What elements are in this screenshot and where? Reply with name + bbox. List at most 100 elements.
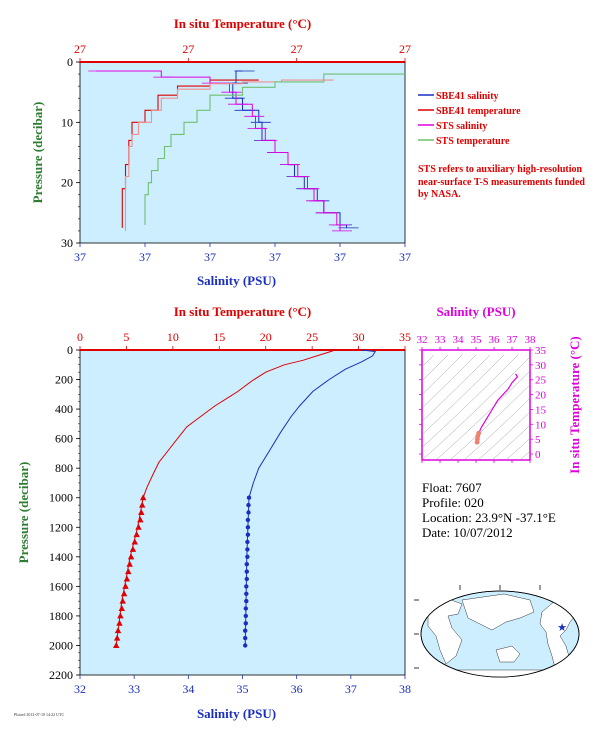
near-surface-top-tick-label: 27	[291, 42, 303, 56]
near-surface-bottom-tick-label: 37	[204, 250, 216, 264]
salinity-marker	[244, 576, 249, 582]
ts-x-tick-label: 34	[453, 334, 465, 346]
density-contour	[449, 384, 530, 460]
density-contour	[422, 356, 530, 460]
ts-diagram-panel: 32 33 34 35 36 37 38 0 5 10 15 20 25 30 35 Salinity (PS…	[417, 304, 583, 474]
legend-label: SBE41 temperature	[436, 106, 521, 117]
full-profile-top-tick-label: 15	[213, 330, 225, 344]
salinity-marker	[243, 606, 248, 611]
salinity-marker	[243, 628, 248, 633]
density-contour	[477, 411, 530, 460]
full-profile-y-tick-label: 1200	[49, 520, 73, 534]
full-profile-y-tick-label: 200	[55, 373, 73, 387]
full-profile-top-tick-label: 5	[123, 330, 129, 344]
salinity-marker	[244, 569, 249, 574]
temperature-marker	[118, 605, 125, 612]
full-profile-bottom-tick-label: 34	[182, 682, 194, 696]
float-location-marker: ★	[557, 622, 567, 634]
ts-y-tick-label: 20	[535, 390, 547, 402]
salinity-marker	[245, 525, 251, 530]
temperature-marker	[113, 634, 121, 641]
density-contour	[491, 424, 530, 460]
full-profile-bottom-tick-label: 36	[291, 682, 303, 696]
near-surface-top-tick-label: 27	[182, 42, 194, 56]
salinity-marker	[244, 598, 249, 604]
near-surface-y-tick-label: 10	[61, 115, 73, 129]
full-profile-bottom-tick-label: 32	[74, 682, 86, 696]
full-profile-top-axis-label: In situ Temperature (°C)	[174, 304, 312, 319]
ts-x-axis-label: Salinity (PSU)	[436, 304, 515, 319]
ts-x-tick-label: 35	[471, 334, 483, 346]
near-surface-bottom-tick-label: 37	[74, 250, 86, 264]
salinity-marker	[245, 539, 250, 545]
ts-y-tick-label: 25	[535, 375, 547, 387]
full-profile-y-tick-label: 800	[55, 461, 73, 475]
full-profile-y-tick-label: 2000	[49, 638, 73, 652]
full-profile-panel: 0200400600800100012001400160018002000220…	[16, 304, 411, 721]
ts-y-tick-label: 10	[535, 419, 547, 431]
plot-credit: Plotted 2012-07-10 14:22 UTC	[14, 712, 65, 717]
salinity-marker	[245, 517, 251, 523]
temperature-marker	[117, 612, 124, 619]
near-surface-bottom-tick-label: 37	[334, 250, 346, 264]
ts-y-tick-label: 35	[535, 345, 547, 357]
full-profile-y-axis-label: Pressure (decibar)	[16, 462, 31, 564]
density-contour	[463, 398, 530, 460]
map-land-australia	[495, 645, 521, 663]
full-profile-bottom-tick-label: 37	[345, 682, 357, 696]
full-profile-y-tick-label: 400	[55, 402, 73, 416]
float-id: Float: 7607	[422, 480, 482, 495]
density-contour	[422, 354, 519, 448]
full-profile-bottom-tick-label: 35	[237, 682, 249, 696]
float-location: Location: 23.9°N -37.1°E	[422, 510, 556, 525]
full-profile-plot-area	[79, 349, 406, 676]
full-profile-y-tick-label: 600	[55, 432, 73, 446]
temperature-marker	[126, 560, 133, 567]
salinity-marker	[246, 502, 251, 508]
salinity-marker	[244, 584, 249, 589]
map-land-africa-europe	[427, 597, 463, 665]
temperature-marker	[135, 523, 142, 530]
ts-y-axis-label: In situ Temperature (°C)	[567, 336, 582, 474]
ts-y-tick-label: 5	[535, 434, 541, 446]
sts-note: STS refers to auxiliary high-resolution …	[418, 164, 585, 200]
near-surface-top-tick-label: 27	[399, 42, 411, 56]
near-surface-y-tick-label: 20	[61, 176, 73, 190]
near-surface-y-tick-label: 0	[67, 55, 73, 69]
ts-x-tick-label: 36	[489, 334, 501, 346]
full-profile-y-tick-label: 1400	[49, 550, 73, 564]
salinity-marker	[245, 532, 251, 537]
world-map: ★	[414, 585, 580, 678]
density-contour	[422, 354, 463, 395]
map-land-asia	[461, 593, 535, 631]
legend-label: STS temperature	[436, 136, 510, 147]
ts-y-tick-label: 15	[535, 404, 547, 416]
salinity-marker	[243, 613, 248, 619]
temperature-marker	[122, 582, 129, 589]
density-contour	[422, 354, 477, 409]
salinity-marker	[243, 635, 248, 641]
profile-date: Date: 10/07/2012	[422, 525, 513, 540]
profile-number: Profile: 020	[422, 495, 484, 510]
density-contour	[422, 354, 505, 435]
ts-x-tick-label: 33	[435, 334, 447, 346]
temperature-marker	[119, 597, 126, 604]
salinity-marker	[246, 510, 251, 515]
near-surface-series-3	[124, 79, 334, 231]
legend-label: SBE41 salinity	[436, 91, 499, 102]
full-profile-top-tick-label: 10	[167, 330, 179, 344]
density-contour	[505, 438, 530, 460]
full-profile-bottom-tick-label: 38	[399, 682, 411, 696]
temperature-marker	[137, 516, 144, 523]
temperature-marker	[138, 509, 145, 515]
salinity-marker	[244, 591, 249, 596]
density-contour	[422, 354, 449, 382]
float-info: Float: 7607 Profile: 020 Location: 23.9°…	[422, 480, 556, 540]
near-surface-bottom-tick-label: 37	[399, 250, 411, 264]
full-profile-top-tick-label: 25	[306, 330, 318, 344]
full-profile-top-tick-label: 35	[399, 330, 411, 344]
full-profile-top-tick-label: 20	[260, 330, 272, 344]
near-surface-top-axis-label: In situ Temperature (°C)	[174, 16, 312, 31]
salinity-marker	[243, 621, 248, 626]
legend-label: STS salinity	[436, 121, 487, 132]
